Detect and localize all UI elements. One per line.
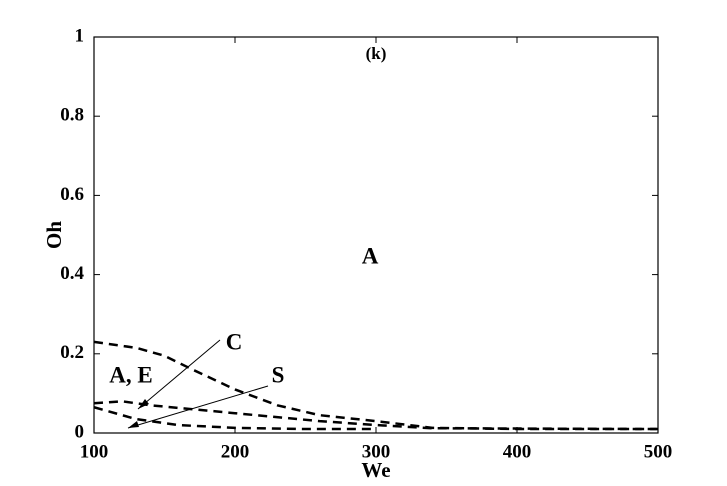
plot-frame — [93, 36, 659, 434]
annotation: A, E — [109, 362, 152, 387]
arrow-s — [127, 385, 269, 429]
x-tick-label: 200 — [221, 441, 250, 462]
y-tick-label: 0 — [75, 421, 85, 442]
y-tick-label: 0.4 — [60, 263, 84, 284]
annotation: (k) — [366, 44, 387, 63]
x-tick-label: 100 — [80, 441, 109, 462]
arrow-head — [128, 421, 139, 428]
dashed-curve — [93, 400, 659, 431]
y-tick-label: 0.6 — [60, 184, 84, 205]
x-tick-label: 400 — [503, 441, 532, 462]
x-axis-label: We — [361, 458, 390, 482]
annotation: S — [272, 362, 285, 387]
dashed-curve — [93, 340, 658, 431]
y-axis-label: Oh — [42, 221, 66, 249]
y-tick-label: 0.8 — [60, 105, 84, 126]
y-tick-label: 1 — [75, 25, 85, 46]
arrow-c — [137, 339, 221, 410]
x-tick-label: 300 — [362, 441, 391, 462]
x-tick-label: 500 — [644, 441, 673, 462]
annotation: A — [362, 243, 379, 268]
dashed-curve — [93, 406, 376, 431]
annotation: C — [226, 329, 243, 354]
y-tick-label: 0.2 — [60, 342, 84, 363]
